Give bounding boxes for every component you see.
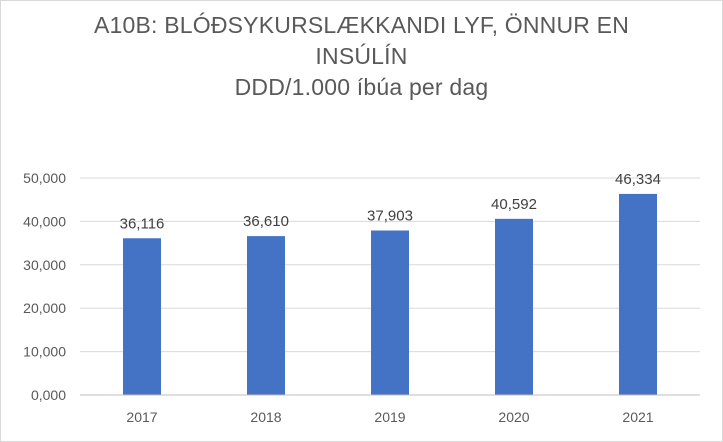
bar-2019 [371,230,409,395]
bar-2017 [123,238,161,395]
bar-2021 [619,193,657,395]
x-tick-label-2021: 2021 [622,409,653,425]
chart-title-line-3: DDD/1.000 íbúa per dag [234,74,489,100]
x-tick-label-2017: 2017 [126,409,157,425]
data-label-2020: 40,592 [491,196,537,213]
data-label-2021: 46,334 [615,171,661,188]
y-tick-label-2: 20,000 [23,300,66,316]
chart-title: A10B: BLÓÐSYKURSLÆKKANDI LYF, ÖNNUR EN I… [0,10,723,103]
y-tick-label-1: 10,000 [23,344,66,360]
y-tick-label-5: 50,000 [23,170,66,186]
data-label-2019: 37,903 [367,208,413,225]
x-tick-label-2019: 2019 [374,409,405,425]
y-tick-label-0: 0,000 [31,387,66,403]
y-tick-label-3: 30,000 [23,257,66,273]
x-tick-label-2020: 2020 [498,409,529,425]
chart-title-line-2: INSÚLÍN [315,43,408,69]
bar-2020 [495,218,533,395]
bar-2018 [247,236,285,395]
y-tick-label-4: 40,000 [23,213,66,229]
chart-title-line-1: A10B: BLÓÐSYKURSLÆKKANDI LYF, ÖNNUR EN [93,12,630,38]
data-label-2017: 36,116 [120,215,165,232]
data-label-2018: 36,610 [243,213,289,230]
x-tick-label-2018: 2018 [250,409,281,425]
